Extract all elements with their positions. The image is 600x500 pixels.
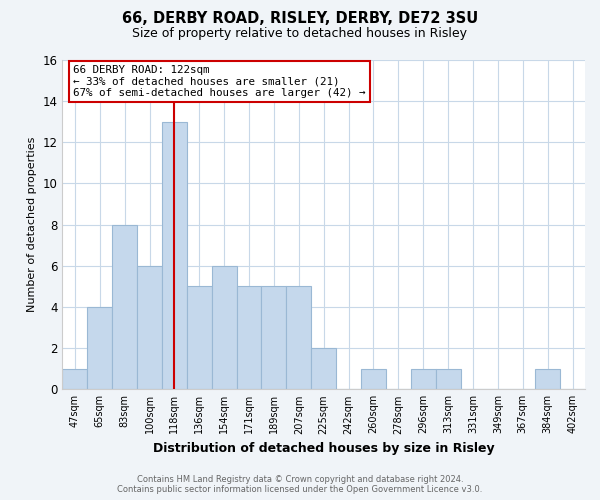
Bar	[187, 286, 212, 390]
X-axis label: Distribution of detached houses by size in Risley: Distribution of detached houses by size …	[153, 442, 494, 455]
Bar	[361, 368, 386, 390]
Text: 66 DERBY ROAD: 122sqm
← 33% of detached houses are smaller (21)
67% of semi-deta: 66 DERBY ROAD: 122sqm ← 33% of detached …	[73, 65, 365, 98]
Bar	[262, 286, 286, 390]
Bar	[137, 266, 162, 390]
Bar	[311, 348, 336, 390]
Bar	[212, 266, 236, 390]
Bar	[112, 224, 137, 390]
Bar	[162, 122, 187, 390]
Bar	[62, 368, 88, 390]
Bar	[286, 286, 311, 390]
Bar	[88, 307, 112, 390]
Bar	[236, 286, 262, 390]
Bar	[535, 368, 560, 390]
Bar	[411, 368, 436, 390]
Bar	[436, 368, 461, 390]
Text: 66, DERBY ROAD, RISLEY, DERBY, DE72 3SU: 66, DERBY ROAD, RISLEY, DERBY, DE72 3SU	[122, 11, 478, 26]
Y-axis label: Number of detached properties: Number of detached properties	[27, 137, 37, 312]
Text: Size of property relative to detached houses in Risley: Size of property relative to detached ho…	[133, 28, 467, 40]
Text: Contains HM Land Registry data © Crown copyright and database right 2024.
Contai: Contains HM Land Registry data © Crown c…	[118, 474, 482, 494]
